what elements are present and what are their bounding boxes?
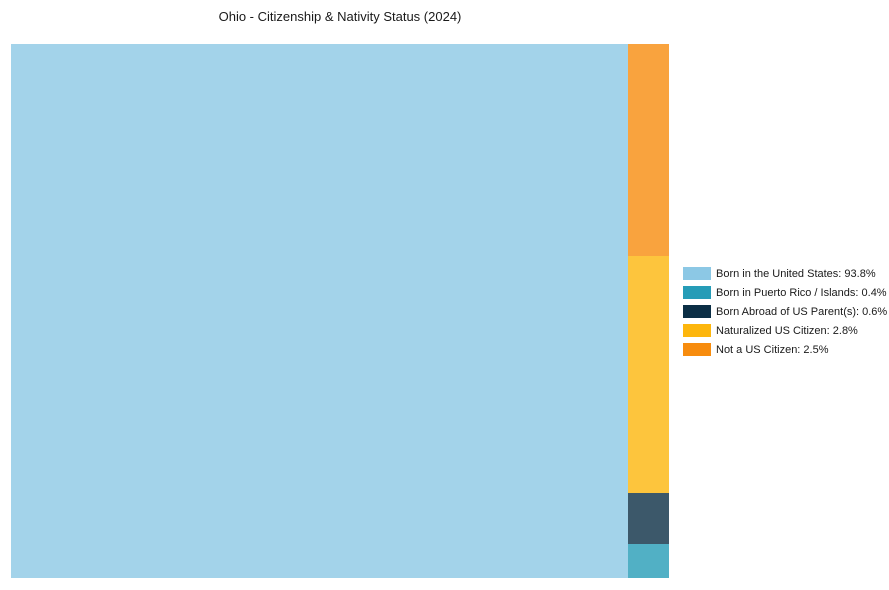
legend-label: Born in Puerto Rico / Islands: 0.4% — [716, 286, 887, 299]
treemap-tile-born-abroad-of-us-parent-s — [627, 493, 669, 545]
legend: Born in the United States: 93.8% Born in… — [683, 267, 887, 362]
legend-swatch-icon — [683, 286, 711, 299]
legend-label: Not a US Citizen: 2.5% — [716, 343, 829, 356]
legend-item: Not a US Citizen: 2.5% — [683, 343, 887, 356]
treemap-tile-naturalized-us-citizen — [627, 255, 669, 494]
legend-item: Born in Puerto Rico / Islands: 0.4% — [683, 286, 887, 299]
treemap-tile-born-in-the-united-states — [11, 44, 628, 578]
legend-label: Born in the United States: 93.8% — [716, 267, 876, 280]
treemap-tile-born-in-puerto-rico-islands — [627, 544, 669, 578]
chart-title: Ohio - Citizenship & Nativity Status (20… — [218, 9, 462, 24]
legend-item: Born Abroad of US Parent(s): 0.6% — [683, 305, 887, 318]
legend-item: Naturalized US Citizen: 2.8% — [683, 324, 887, 337]
legend-swatch-icon — [683, 324, 711, 337]
legend-label: Naturalized US Citizen: 2.8% — [716, 324, 858, 337]
legend-swatch-icon — [683, 305, 711, 318]
legend-swatch-icon — [683, 343, 711, 356]
treemap-tile-not-a-us-citizen — [627, 44, 669, 256]
treemap — [11, 44, 669, 578]
legend-item: Born in the United States: 93.8% — [683, 267, 887, 280]
legend-swatch-icon — [683, 267, 711, 280]
legend-label: Born Abroad of US Parent(s): 0.6% — [716, 305, 888, 318]
